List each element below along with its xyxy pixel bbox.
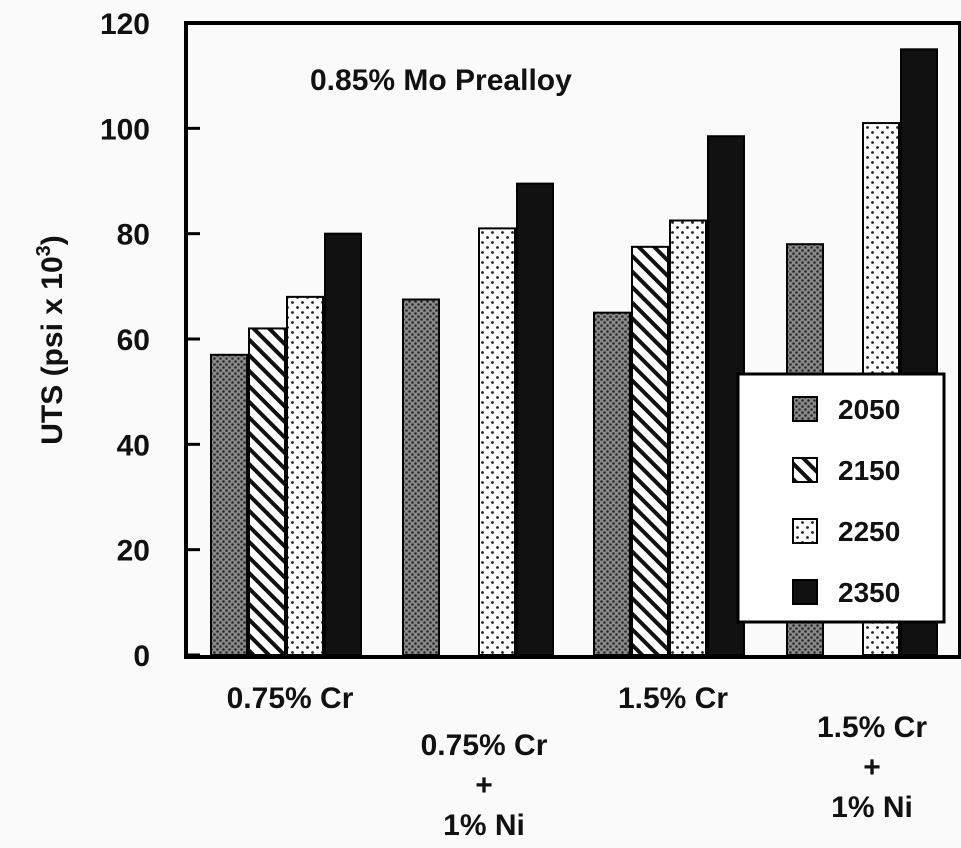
legend-label: 2150 [838, 455, 900, 486]
category-label: 0.75% Cr [227, 682, 354, 715]
legend-label: 2250 [838, 516, 900, 547]
category-label: 1% Ni [831, 791, 913, 824]
legend-swatch-2250 [792, 518, 818, 544]
y-tick-label: 120 [100, 8, 150, 41]
y-axis-ticks: 0 20 40 60 80 100 120 [100, 8, 200, 673]
bar-2150-2 [631, 245, 669, 656]
x-axis-categories: 0.75% Cr 0.75% Cr +1% Ni 1.5% Cr 1.5% Cr +1% … [227, 682, 928, 842]
category-label: 1% Ni [443, 809, 525, 842]
y-tick-label: 0 [133, 640, 150, 673]
bar-2250-1 [478, 227, 516, 656]
legend: 2050 2150 2250 2350 [736, 372, 946, 624]
legend-label: 2050 [838, 394, 900, 425]
y-tick-label: 40 [117, 429, 150, 462]
bar-2350-0 [324, 232, 362, 657]
bar-2250-0 [286, 295, 324, 656]
y-tick-label: 20 [117, 535, 150, 568]
legend-swatch-2150 [792, 457, 818, 483]
category-label: + [475, 769, 493, 802]
bar-2050-2 [593, 311, 631, 656]
legend-swatch-2350 [792, 579, 818, 605]
y-tick-label: 100 [100, 113, 150, 146]
chart-title: 0.85% Mo Prealloy [310, 64, 572, 97]
bar-2050-0 [210, 353, 248, 656]
category-label: 1.5% Cr [618, 682, 728, 715]
bar-2350-1 [516, 182, 554, 656]
legend-label: 2350 [838, 577, 900, 608]
bar-2150-0 [248, 327, 286, 656]
y-tick-label: 80 [117, 219, 150, 252]
y-tick-label: 60 [117, 324, 150, 357]
category-label: 1.5% Cr [817, 711, 927, 744]
category-label: 0.75% Cr [421, 729, 548, 762]
bar-2050-1 [402, 298, 440, 656]
legend-swatch-2050 [792, 396, 818, 422]
category-label: + [863, 751, 881, 784]
legend-box [736, 372, 946, 624]
y-axis-label: UTS (psi x 103) [33, 235, 69, 445]
bar-2250-2 [669, 219, 707, 656]
